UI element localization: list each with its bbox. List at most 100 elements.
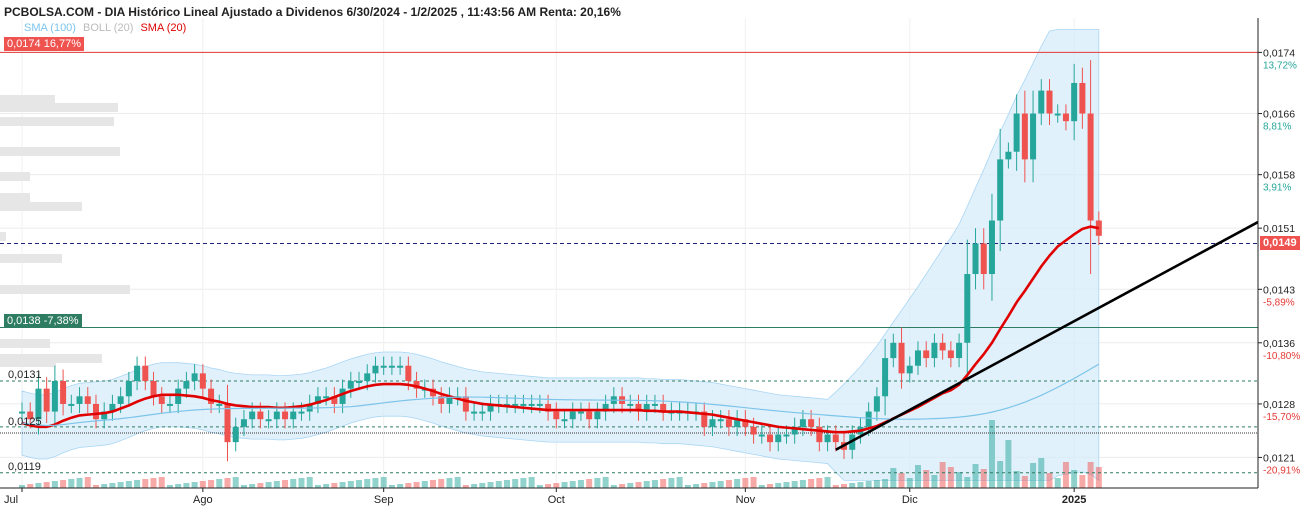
y-tick-label: 0,0121: [1263, 452, 1295, 464]
y-tick-label: 0,0128: [1263, 399, 1295, 411]
candle: [471, 411, 478, 414]
volume-bar: [923, 470, 930, 488]
volume-bar: [479, 483, 486, 488]
volume-bar: [388, 485, 395, 488]
volume-bar: [101, 484, 108, 488]
volume-bar: [356, 480, 363, 488]
volume-bar: [947, 467, 954, 488]
profile-bar: [0, 254, 62, 263]
volume-bar: [249, 484, 256, 488]
candle: [824, 434, 831, 443]
trend-line: [835, 220, 1259, 451]
candle: [717, 419, 724, 422]
candle: [339, 388, 346, 404]
candle: [725, 419, 732, 427]
volume-bar: [397, 484, 404, 488]
candle: [413, 381, 420, 389]
volume-bar: [931, 475, 938, 488]
candle: [627, 403, 634, 406]
profile-bar: [0, 202, 82, 211]
y-tick-label: 0,0158: [1263, 170, 1295, 182]
candle: [175, 388, 182, 404]
candle: [577, 411, 584, 414]
y-tick-percent: -10,80%: [1263, 351, 1300, 362]
volume-bar: [323, 484, 330, 488]
candle: [865, 411, 872, 427]
volume-bar: [290, 479, 297, 488]
sma100-line: [21, 363, 1100, 427]
candle: [1021, 113, 1028, 160]
candle: [487, 403, 494, 412]
volume-bar: [660, 479, 667, 488]
y-tick-percent: -20,91%: [1263, 465, 1300, 476]
candle: [635, 403, 642, 412]
volume-bar: [1013, 471, 1020, 488]
volume-bar: [183, 483, 190, 488]
candle: [799, 419, 806, 427]
volume-bar: [635, 482, 642, 488]
bollinger-band-area: [21, 29, 1100, 482]
volume-bar: [594, 478, 601, 488]
volume-bar: [232, 477, 239, 488]
candle: [873, 396, 880, 412]
candle: [553, 411, 560, 420]
volume-bar: [421, 481, 428, 488]
candle: [405, 365, 412, 382]
volume-bar: [347, 481, 354, 488]
volume-bar: [92, 485, 99, 488]
support-tag: 0,0138 -7,38%: [4, 314, 82, 328]
candle: [372, 365, 379, 374]
candle: [528, 403, 535, 406]
candle: [906, 365, 913, 374]
candle: [1071, 82, 1078, 122]
volume-bar: [125, 481, 132, 488]
candle: [150, 381, 157, 397]
candle: [27, 411, 34, 420]
volume-bar: [1038, 458, 1045, 488]
volume-bar: [857, 482, 864, 488]
candle: [257, 411, 264, 420]
x-tick-label: Jul: [4, 494, 18, 506]
candle: [536, 403, 543, 406]
candle: [651, 403, 658, 406]
volume-bar: [35, 483, 42, 488]
candle: [561, 419, 568, 422]
candle: [808, 419, 815, 427]
y-tick-label: 0,0151: [1263, 223, 1295, 235]
volume-bar: [750, 477, 757, 488]
volume-bar: [914, 465, 921, 488]
level-label-131: 0,0131: [8, 369, 42, 381]
candle: [1030, 113, 1037, 160]
volume-bar: [273, 481, 280, 488]
y-tick-label: 0,0174: [1263, 47, 1295, 59]
volume-bar: [783, 482, 790, 488]
bollinger-band: [21, 29, 1100, 482]
candle: [134, 365, 141, 382]
candle: [43, 388, 50, 412]
volume-bar: [956, 472, 963, 488]
candle: [734, 419, 741, 427]
volume-bar: [997, 461, 1004, 488]
profile-bar: [0, 117, 114, 126]
volume-bar: [503, 480, 510, 488]
volume-bar: [520, 478, 527, 488]
legend-boll: BOLL (20): [83, 22, 134, 34]
candle: [980, 243, 987, 275]
price-levels: [0, 51, 1258, 474]
volume-bar: [767, 484, 774, 488]
volume-bar: [676, 477, 683, 488]
candle: [783, 434, 790, 437]
candle: [166, 403, 173, 406]
y-tick-percent: 8,81%: [1263, 122, 1291, 133]
volume-bar: [60, 480, 67, 488]
level-label-119: 0,0119: [8, 461, 41, 473]
candle: [191, 373, 198, 382]
volume-bar: [824, 477, 831, 488]
candle: [438, 396, 445, 404]
volume-bar: [339, 482, 346, 488]
volume-bar: [438, 479, 445, 488]
candle: [898, 342, 905, 374]
volume-bar: [306, 477, 313, 488]
volume-bar: [471, 484, 478, 488]
